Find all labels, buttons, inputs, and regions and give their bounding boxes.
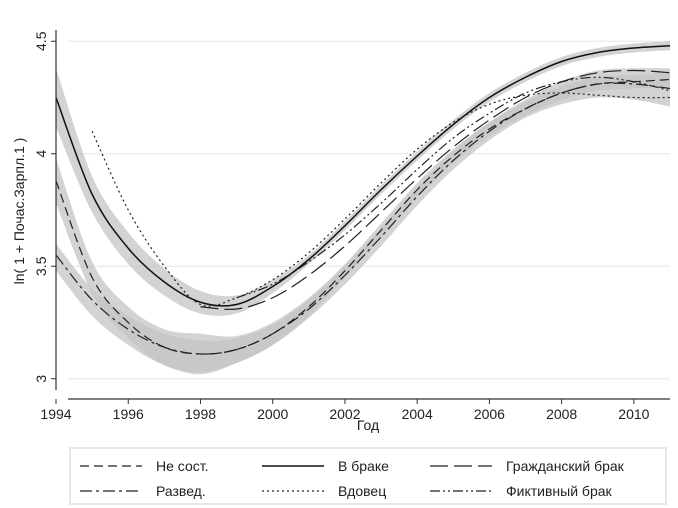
y-axis-title: ln( 1 + Почас.Зарпл.1 ) [11,138,27,285]
series-lines [55,45,671,355]
x-tick-label-1: 1996 [113,406,144,422]
x-tick-label-5: 2004 [402,406,433,422]
legend-label-4: Вдовец [338,483,386,499]
x-tick-label-3: 2000 [257,406,288,422]
legend-box [69,447,667,505]
y-tick-label-3: 4.5 [33,31,49,51]
x-tick-label-6: 2006 [474,406,505,422]
x-axis-title: Год [357,417,379,433]
series-line-2 [200,69,671,310]
legend-label-5: Фиктивный брак [506,483,613,499]
legend-label-3: Развед. [156,483,206,499]
series-line-1 [55,45,671,307]
y-tick-label-1: 3.5 [33,256,49,276]
legend-label-0: Не сост. [156,458,208,474]
legend-label-1: В браке [338,458,389,474]
series-line-4 [91,92,671,307]
series-line-5 [236,76,671,299]
x-tick-label-7: 2008 [546,406,577,422]
y-tick-label-2: 4 [33,150,49,158]
y-tick-label-0: 3 [33,375,49,383]
axes [51,30,670,404]
x-tick-label-4: 2002 [329,406,360,422]
legend: Не сост. В браке Гражданский брак Развед. Вд… [69,447,667,505]
x-tick-label-2: 1998 [185,406,216,422]
x-tick-label-8: 2010 [618,406,649,422]
grid [68,40,670,380]
tick-labels: 3 3.5 4 4.5 1994 1996 1998 2000 2002 2004 2006 2008… [33,31,650,422]
legend-label-2: Гражданский брак [506,458,625,474]
series-line-0 [55,78,671,355]
x-tick-label-0: 1994 [40,406,71,422]
series-line-3 [55,82,671,355]
